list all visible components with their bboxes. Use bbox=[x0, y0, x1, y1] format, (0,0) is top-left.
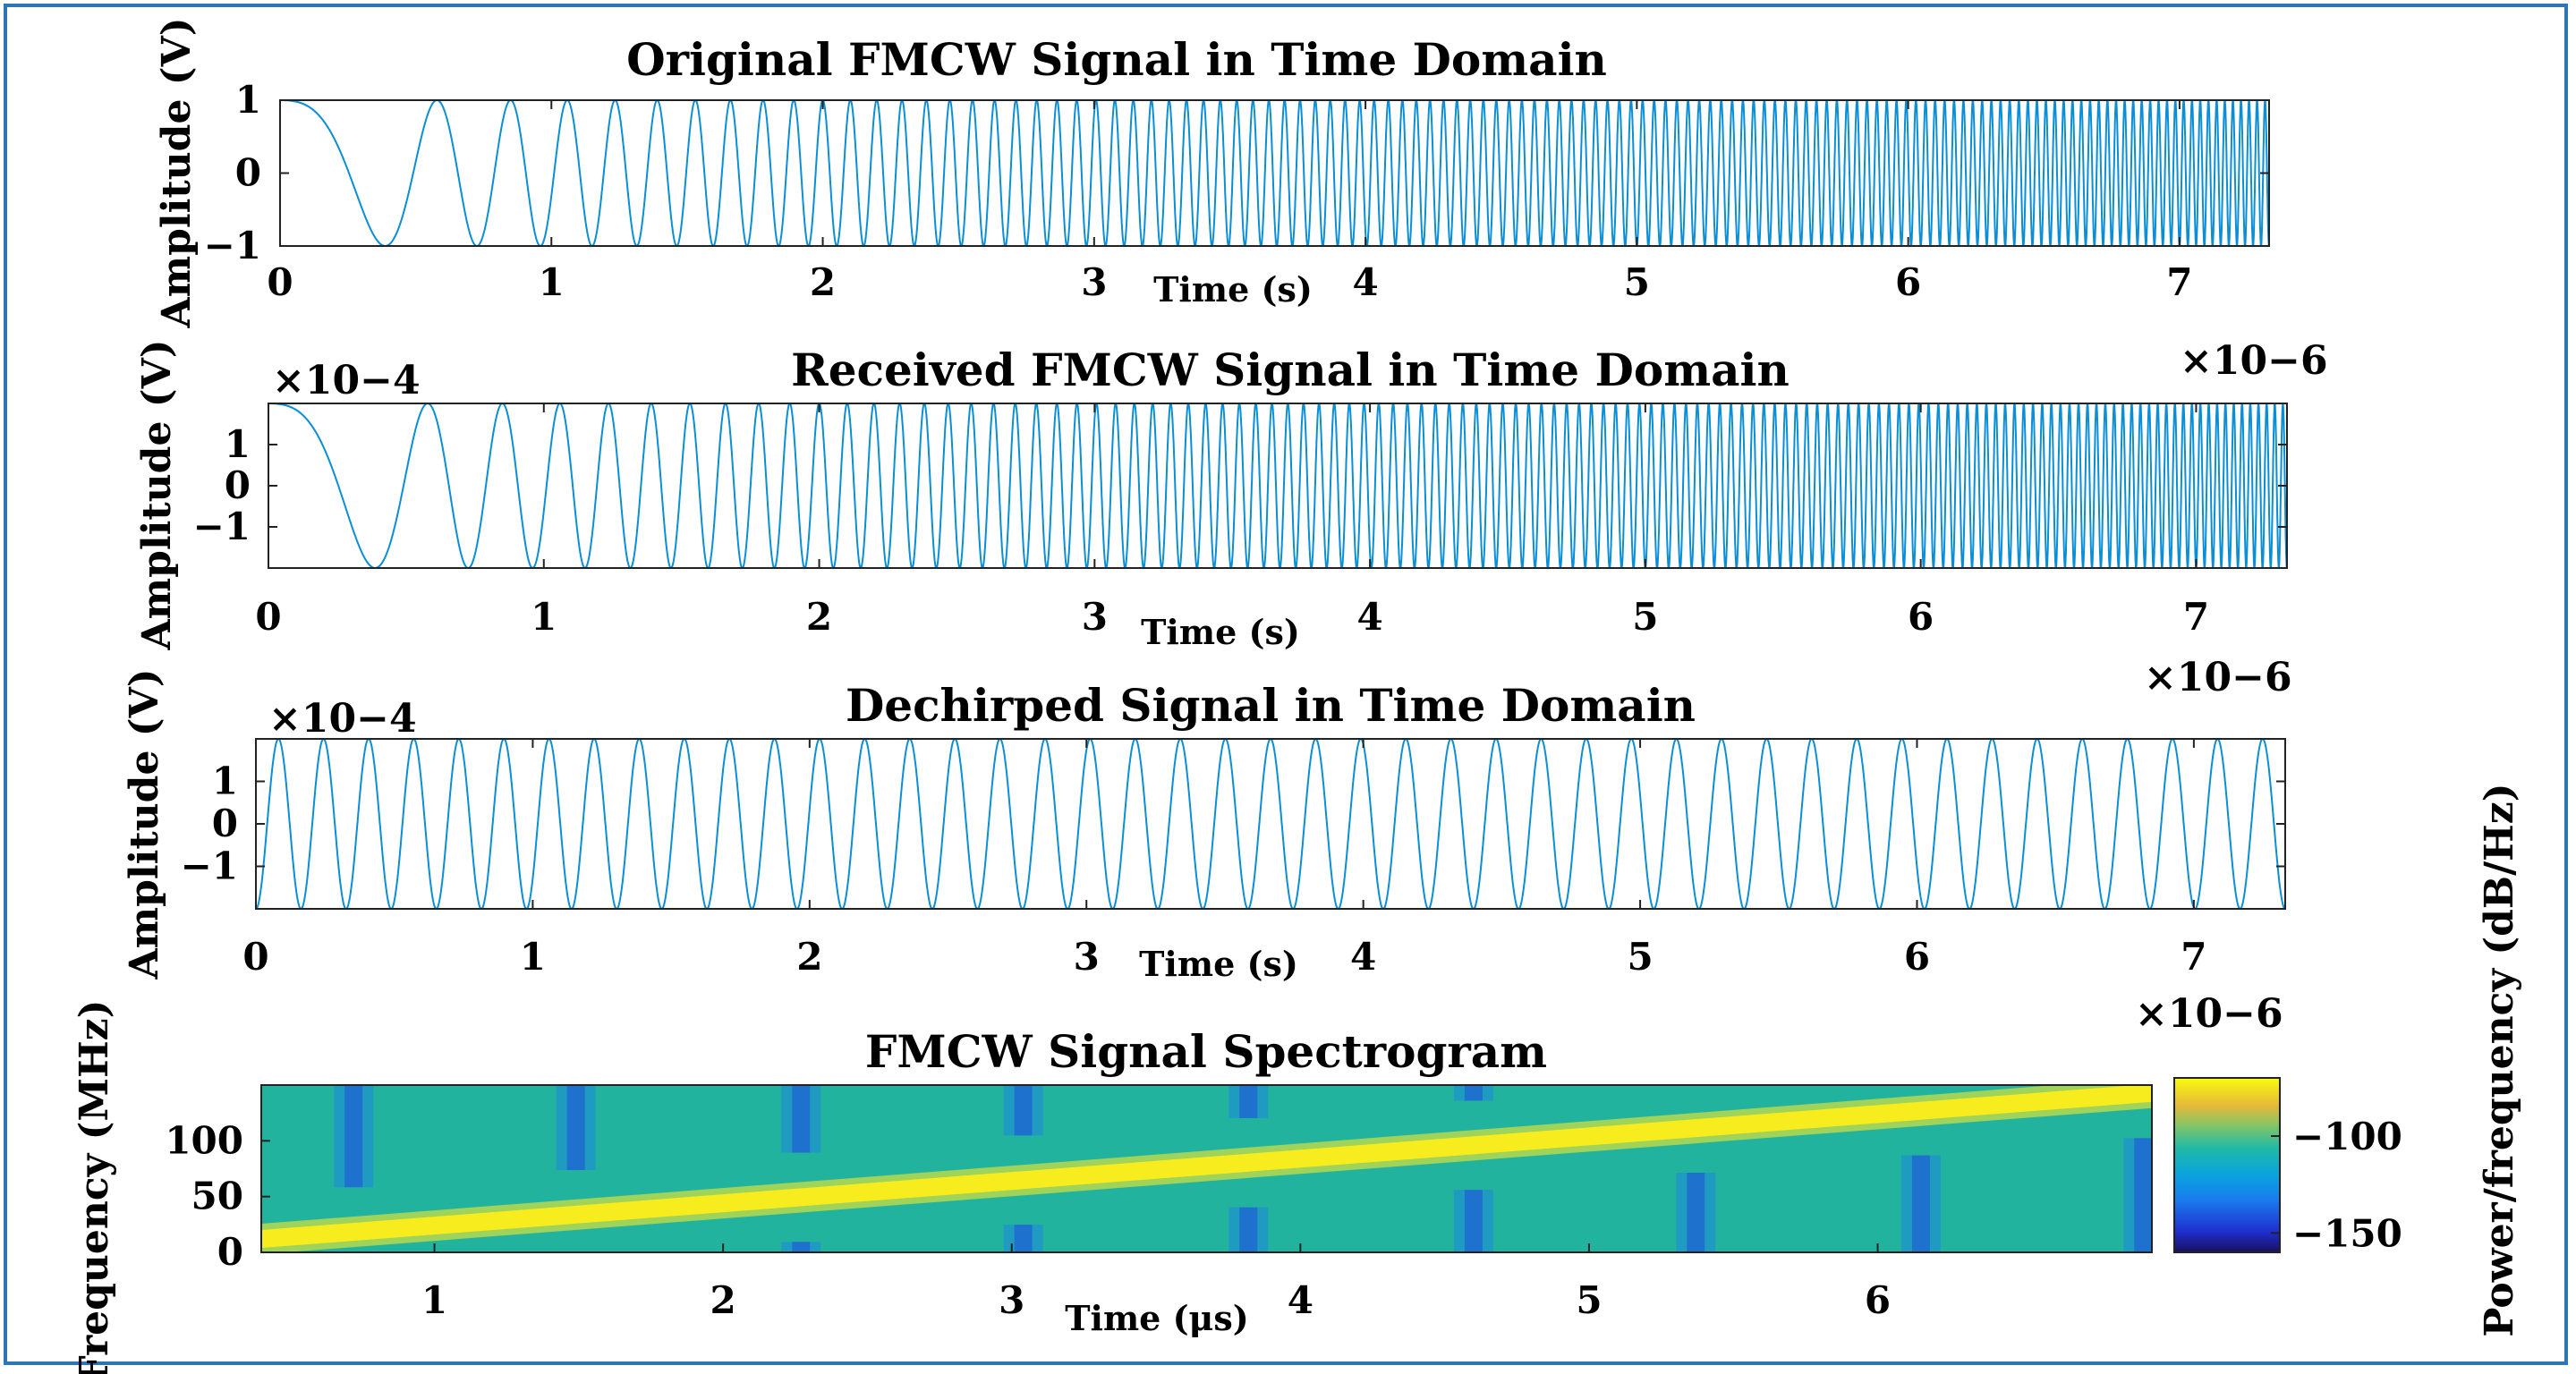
x-ticks: 0 1 2 3 4 5 6 7 bbox=[255, 403, 2209, 639]
x-tick-label: 2 bbox=[710, 1278, 736, 1322]
x-axis-label: Time (s) bbox=[1141, 612, 1300, 652]
chirp-ridge bbox=[261, 1085, 2152, 1249]
x-axis-label: Time (s) bbox=[1153, 269, 1313, 310]
colorbar-tick-label: −150 bbox=[2292, 1211, 2402, 1255]
spectrogram-image bbox=[261, 1085, 2152, 1252]
y-axis-label: Amplitude (V) bbox=[154, 17, 200, 328]
x-tick-label: 5 bbox=[1627, 935, 1653, 979]
low-power-stripe-core bbox=[1239, 1207, 1258, 1252]
x-tick-label: 3 bbox=[999, 1278, 1024, 1322]
x-axis-label: Time (s) bbox=[1139, 944, 1298, 984]
y-tick-label: −1 bbox=[204, 224, 261, 267]
colorbar-label: Power/frequency (dB/Hz) bbox=[2477, 783, 2522, 1336]
y-ticks: 100 50 0 bbox=[165, 1118, 270, 1274]
x-tick-label: 6 bbox=[1904, 935, 1930, 979]
x-tick-label: 4 bbox=[1288, 1278, 1314, 1322]
x-tick-label: 4 bbox=[1356, 595, 1382, 639]
y-ticks: 10−1 bbox=[193, 422, 2287, 548]
x-tick-label: 7 bbox=[2183, 595, 2209, 639]
low-power-stripe-core bbox=[1464, 1085, 1483, 1101]
x-tick-label: 0 bbox=[267, 260, 293, 304]
y-tick-label: 0 bbox=[217, 1230, 243, 1274]
signal-line-received bbox=[268, 403, 2287, 568]
y-tick-label: 100 bbox=[165, 1118, 243, 1162]
x-tick-label: 2 bbox=[796, 935, 822, 979]
x-tick-label: 4 bbox=[1350, 935, 1376, 979]
x-ticks: 0 1 2 3 4 5 6 7 bbox=[242, 739, 2207, 979]
x-tick-label: 4 bbox=[1352, 260, 1378, 304]
panel-received: ×10−6 Received FMCW Signal in Time Domai… bbox=[134, 338, 2328, 652]
colorbar-tick-label: −100 bbox=[2292, 1115, 2402, 1158]
x-ticks: 1 2 3 4 5 6 bbox=[421, 1243, 1891, 1322]
x-tick-label: 5 bbox=[1576, 1278, 1602, 1322]
y-tick-label: 0 bbox=[212, 802, 238, 845]
x-tick-label: 1 bbox=[539, 260, 565, 304]
low-power-stripe-core bbox=[344, 1085, 363, 1188]
y-multiplier: ×10−4 bbox=[268, 696, 417, 742]
colorbar-ticks: −100 −150 bbox=[2271, 1115, 2402, 1255]
colorbar bbox=[2173, 1077, 2281, 1253]
low-power-stripe-core bbox=[1014, 1085, 1033, 1136]
panel-dechirped: ×10−6 Dechirped Signal in Time Domain ×1… bbox=[122, 655, 2292, 984]
low-power-stripe-core bbox=[1239, 1085, 1258, 1118]
x-tick-label: 3 bbox=[1081, 260, 1107, 304]
x-multiplier: ×10−6 bbox=[2180, 338, 2328, 384]
y-multiplier: ×10−4 bbox=[272, 358, 421, 403]
x-tick-label: 1 bbox=[520, 935, 546, 979]
x-tick-label: 2 bbox=[806, 595, 832, 639]
y-tick-label: 1 bbox=[235, 78, 261, 122]
y-tick-label: 1 bbox=[212, 759, 238, 803]
x-tick-label: 7 bbox=[2166, 260, 2192, 304]
x-multiplier: ×10−6 bbox=[2144, 655, 2292, 700]
low-power-stripe-core bbox=[1464, 1190, 1483, 1252]
x-tick-label: 3 bbox=[1082, 595, 1108, 639]
low-power-stripe-core bbox=[792, 1242, 811, 1252]
y-tick-label: 50 bbox=[191, 1175, 243, 1218]
chart-title: Received FMCW Signal in Time Domain bbox=[791, 344, 1790, 396]
y-tick-label: −1 bbox=[181, 844, 238, 888]
plot-frame bbox=[260, 1084, 2153, 1253]
x-tick-label: 7 bbox=[2181, 935, 2206, 979]
y-tick-label: 0 bbox=[235, 151, 261, 195]
signal-line-dechirped bbox=[256, 739, 2285, 909]
panel-original: Original FMCW Signal in Time Domain 0 1 2 3… bbox=[154, 17, 2270, 329]
x-tick-label: 0 bbox=[242, 935, 268, 979]
y-tick-label: −1 bbox=[193, 505, 251, 548]
x-ticks: 0 1 2 3 4 5 6 7 bbox=[267, 100, 2193, 304]
y-axis-label: Amplitude (V) bbox=[122, 668, 167, 980]
chart-title: FMCW Signal Spectrogram bbox=[865, 1025, 1547, 1078]
x-tick-label: 2 bbox=[810, 260, 836, 304]
x-tick-label: 6 bbox=[1908, 595, 1934, 639]
x-tick-label: 6 bbox=[1865, 1278, 1891, 1322]
chart-title: Dechirped Signal in Time Domain bbox=[846, 679, 1696, 732]
x-axis-label: Time (μs) bbox=[1065, 1298, 1249, 1338]
figure-frame bbox=[4, 4, 2568, 1365]
x-tick-label: 1 bbox=[531, 595, 557, 639]
y-axis-label: Frequency (MHz) bbox=[72, 1000, 117, 1374]
y-axis-label: Amplitude (V) bbox=[134, 339, 180, 650]
low-power-stripe-core bbox=[566, 1085, 585, 1170]
x-tick-label: 6 bbox=[1895, 260, 1921, 304]
low-power-stripe-core bbox=[792, 1085, 811, 1153]
x-tick-label: 0 bbox=[255, 595, 281, 639]
x-tick-label: 3 bbox=[1074, 935, 1100, 979]
low-power-stripe-core bbox=[1911, 1155, 1930, 1252]
x-tick-label: 5 bbox=[1624, 260, 1650, 304]
y-tick-label: 1 bbox=[225, 422, 251, 466]
low-power-stripe-core bbox=[1687, 1172, 1705, 1252]
y-ticks: 1 0 −1 bbox=[204, 78, 2269, 267]
low-power-stripe-core bbox=[1014, 1225, 1033, 1252]
x-tick-label: 5 bbox=[1632, 595, 1658, 639]
signal-line-original bbox=[280, 100, 2269, 246]
chart-title: Original FMCW Signal in Time Domain bbox=[626, 33, 1607, 86]
y-tick-label: 0 bbox=[225, 463, 251, 507]
low-power-stripe-core bbox=[2134, 1138, 2152, 1252]
x-multiplier: ×10−6 bbox=[2135, 991, 2283, 1037]
y-ticks: 10−1 bbox=[181, 759, 2285, 888]
x-tick-label: 1 bbox=[421, 1278, 447, 1322]
